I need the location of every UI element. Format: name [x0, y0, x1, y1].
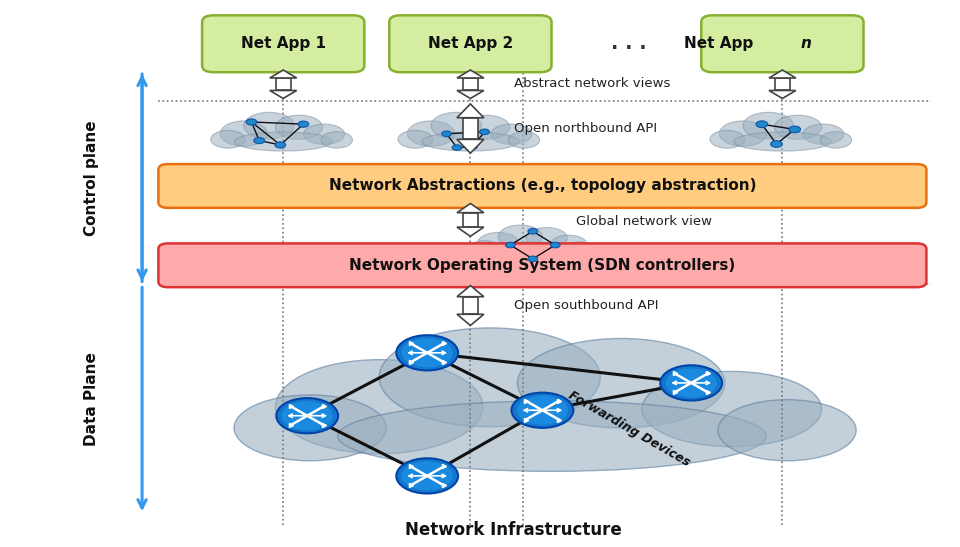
- Polygon shape: [457, 203, 484, 213]
- Polygon shape: [457, 139, 484, 153]
- FancyBboxPatch shape: [701, 15, 864, 72]
- Circle shape: [528, 229, 538, 234]
- Circle shape: [253, 137, 265, 144]
- Circle shape: [442, 131, 451, 137]
- Text: . . .: . . .: [611, 34, 647, 53]
- Circle shape: [298, 121, 309, 127]
- Polygon shape: [463, 78, 478, 90]
- Polygon shape: [457, 70, 484, 78]
- Polygon shape: [463, 296, 478, 315]
- Circle shape: [512, 393, 573, 428]
- Circle shape: [396, 458, 458, 493]
- FancyBboxPatch shape: [390, 15, 551, 72]
- Circle shape: [246, 119, 257, 125]
- Circle shape: [468, 144, 477, 149]
- Polygon shape: [769, 70, 796, 78]
- Text: Abstract network views: Abstract network views: [514, 77, 670, 90]
- Circle shape: [281, 401, 333, 430]
- Polygon shape: [457, 90, 484, 98]
- Polygon shape: [270, 90, 297, 98]
- Circle shape: [756, 121, 768, 127]
- Polygon shape: [775, 78, 790, 90]
- Text: Forwarding Devices: Forwarding Devices: [566, 389, 693, 470]
- Circle shape: [789, 126, 801, 133]
- Polygon shape: [457, 315, 484, 325]
- Text: Global network view: Global network view: [576, 215, 712, 228]
- Polygon shape: [457, 227, 484, 236]
- Circle shape: [516, 395, 568, 425]
- Circle shape: [401, 461, 453, 491]
- Circle shape: [665, 368, 717, 398]
- Circle shape: [396, 335, 458, 370]
- Text: n: n: [801, 36, 811, 51]
- Text: Control plane: Control plane: [84, 120, 99, 236]
- Circle shape: [550, 242, 560, 248]
- Circle shape: [506, 242, 516, 248]
- Text: Net App 2: Net App 2: [428, 36, 513, 51]
- FancyBboxPatch shape: [158, 164, 926, 208]
- Text: Network Infrastructure: Network Infrastructure: [405, 521, 622, 539]
- Circle shape: [275, 142, 286, 148]
- Polygon shape: [457, 286, 484, 296]
- Circle shape: [771, 141, 782, 147]
- Text: Network Operating System (SDN controllers): Network Operating System (SDN controller…: [349, 258, 735, 273]
- Circle shape: [276, 398, 338, 433]
- Polygon shape: [276, 78, 291, 90]
- Circle shape: [401, 338, 453, 368]
- Polygon shape: [457, 104, 484, 118]
- FancyBboxPatch shape: [202, 15, 364, 72]
- Polygon shape: [463, 213, 478, 227]
- Text: Net App 1: Net App 1: [241, 36, 325, 51]
- Polygon shape: [769, 90, 796, 98]
- Text: Open northbound API: Open northbound API: [514, 122, 657, 135]
- Polygon shape: [463, 118, 478, 139]
- Circle shape: [480, 129, 490, 135]
- Circle shape: [660, 365, 722, 400]
- Polygon shape: [270, 70, 297, 78]
- Circle shape: [528, 256, 538, 261]
- Text: Data Plane: Data Plane: [84, 352, 99, 446]
- Text: Net App: Net App: [684, 36, 758, 51]
- Text: Network Abstractions (e.g., topology abstraction): Network Abstractions (e.g., topology abs…: [328, 178, 756, 194]
- Circle shape: [452, 145, 462, 150]
- FancyBboxPatch shape: [158, 243, 926, 287]
- Text: Open southbound API: Open southbound API: [514, 299, 659, 312]
